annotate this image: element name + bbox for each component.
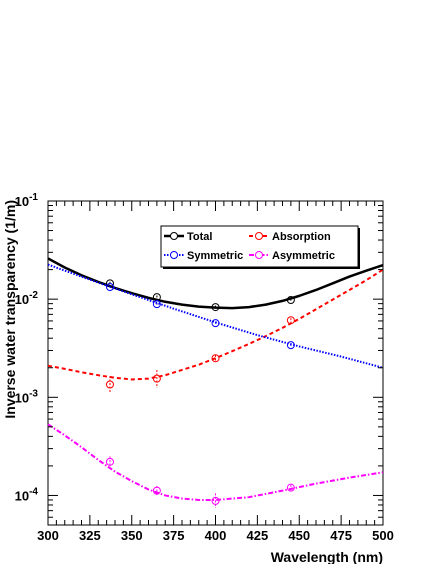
data-point-symmetric xyxy=(286,341,295,350)
y-tick-label: 10-4 xyxy=(15,486,39,503)
axes: 300 325 350 375 400 425 450 475 500 10-1 10-2 10-3 1… xyxy=(15,192,394,543)
data-point-absorption xyxy=(105,380,114,389)
y-tick-label: 10-3 xyxy=(15,388,39,405)
legend-marker-absorption xyxy=(255,232,263,240)
data-point-asymmetric xyxy=(152,486,161,495)
y-tick-label: 10-1 xyxy=(15,192,39,209)
x-tick-label: 475 xyxy=(330,528,352,543)
data-point-absorption xyxy=(286,316,295,325)
data-point-symmetric xyxy=(211,319,220,328)
data-point-absorption xyxy=(152,374,161,383)
x-tick-label: 300 xyxy=(37,528,59,543)
fit-curves xyxy=(47,257,384,501)
legend-label-absorption: Absorption xyxy=(272,231,331,243)
data-point-total xyxy=(211,303,220,312)
data-point-asymmetric xyxy=(105,457,114,466)
x-tick-label: 450 xyxy=(288,528,310,543)
fit-curve-symmetric xyxy=(47,263,384,369)
data-point-asymmetric xyxy=(211,496,220,505)
y-tick-label: 10-2 xyxy=(15,290,39,307)
x-tick-label: 500 xyxy=(372,528,394,543)
x-tick-label: 325 xyxy=(79,528,101,543)
data-point-symmetric xyxy=(105,282,114,291)
fit-curve-absorption xyxy=(47,268,384,381)
data-points xyxy=(105,279,295,508)
x-tick-label: 400 xyxy=(205,528,227,543)
data-point-absorption xyxy=(211,354,220,363)
legend-label-total: Total xyxy=(187,231,212,243)
x-tick-label: 375 xyxy=(163,528,185,543)
legend-marker-total xyxy=(170,232,178,240)
x-axis-title: Wavelength (nm) xyxy=(271,549,383,564)
legend-marker-asymmetric xyxy=(255,251,263,259)
x-tick-label: 425 xyxy=(247,528,269,543)
legend-label-symmetric: Symmetric xyxy=(187,250,243,262)
legend-label-asymmetric: Asymmetric xyxy=(272,250,335,262)
legend-marker-symmetric xyxy=(170,251,178,259)
fit-curve-asymmetric xyxy=(47,423,384,501)
x-tick-label: 350 xyxy=(121,528,143,543)
data-point-asymmetric xyxy=(286,483,295,492)
fit-curve-total xyxy=(47,257,384,310)
y-axis-title: Inverse water transparency (1/m) xyxy=(2,200,18,419)
data-point-total xyxy=(286,296,295,305)
data-point-symmetric xyxy=(152,300,161,309)
legend: Total Absorption Symmetric Asymmetric xyxy=(160,225,360,269)
